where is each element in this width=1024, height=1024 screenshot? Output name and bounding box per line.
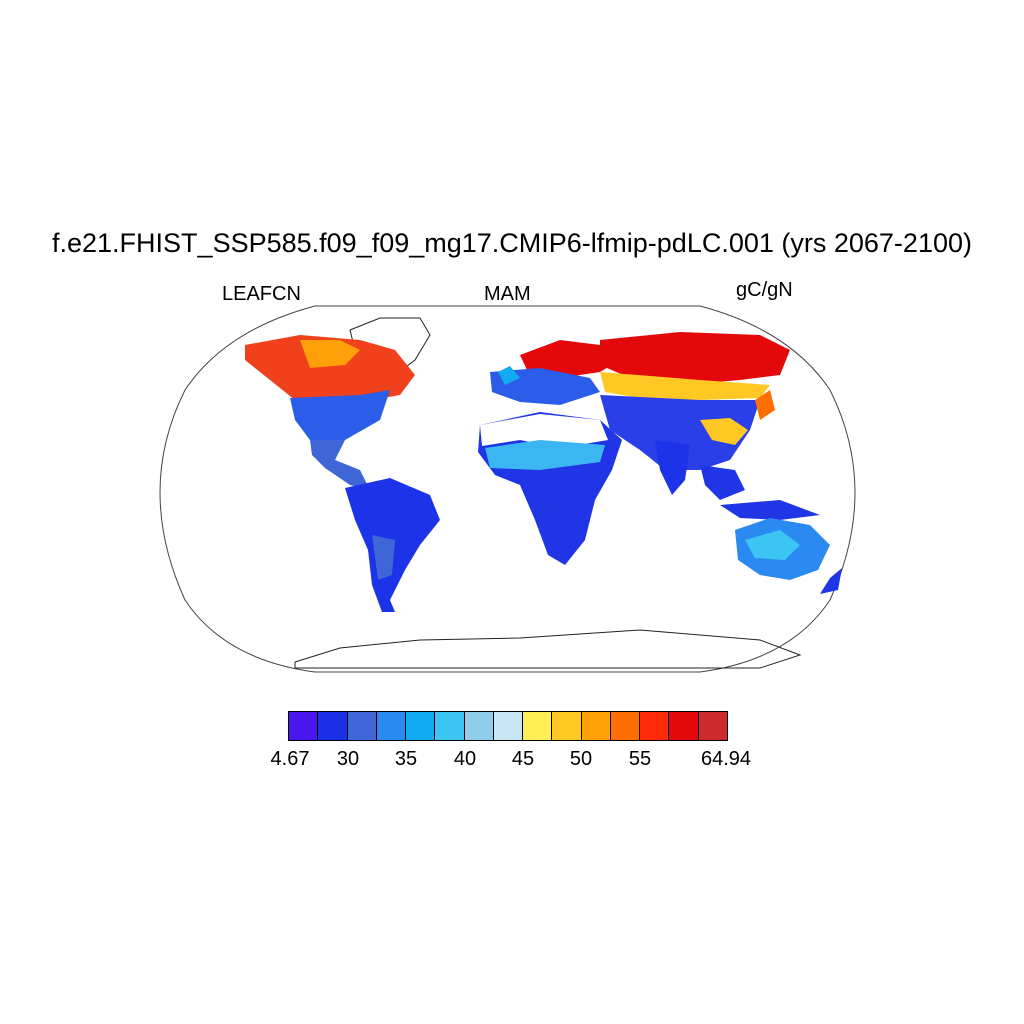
colorbar-box-5 [435,712,465,740]
colorbar-box-3 [376,712,407,740]
asia [600,332,790,500]
colorbar-box-4 [406,712,436,740]
europe [490,340,620,405]
colorbar-box-10 [581,712,611,740]
north-america [245,335,415,490]
antarctica [294,629,802,669]
colorbar-label-max: 64.94 [700,748,752,770]
colorbar-box-12 [640,712,670,740]
colorbar-label-40: 40 [453,748,477,770]
new-zealand [820,568,842,594]
colorbar-label-35: 35 [394,748,418,770]
colorbar-label-55: 55 [628,748,652,770]
units-label: gC/gN [736,279,793,301]
colorbar-box-9 [552,712,582,740]
colorbar-box-14 [698,712,727,740]
season-label: MAM [484,283,531,305]
colorbar [288,711,728,741]
colorbar-label-50: 50 [569,748,593,770]
colorbar-box-1 [318,712,348,740]
variable-label: LEAFCN [222,283,301,305]
colorbar-label-30: 30 [336,748,360,770]
colorbar-label-min: 4.67 [270,748,310,770]
colorbar-box-6 [464,712,494,740]
colorbar-box-2 [347,712,377,740]
colorbar-box-13 [669,712,699,740]
plot-title: f.e21.FHIST_SSP585.f09_f09_mg17.CMIP6-lf… [52,228,972,258]
maritime-asia [720,500,820,520]
colorbar-label-45: 45 [511,748,535,770]
colorbar-box-8 [523,712,553,740]
colorbar-box-11 [610,712,641,740]
colorbar-box-7 [493,712,524,740]
colorbar-box-0 [289,712,319,740]
africa [478,412,622,565]
